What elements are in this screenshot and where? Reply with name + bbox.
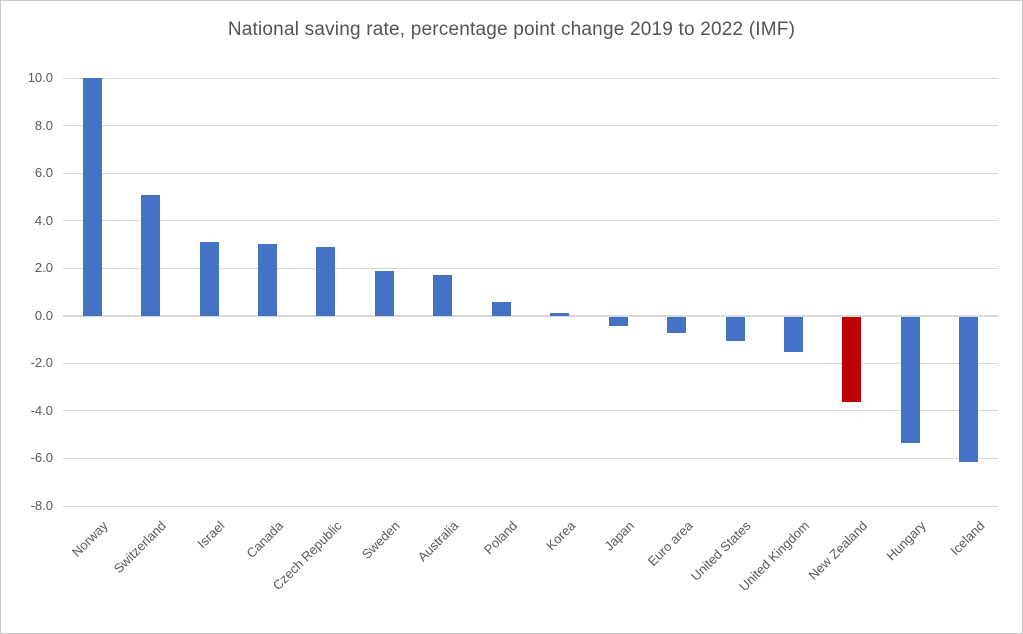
x-axis-category-label: Korea xyxy=(543,518,579,554)
y-axis-tick-label: 10.0 xyxy=(27,70,53,85)
bar-australia xyxy=(433,275,453,316)
bar-poland xyxy=(491,301,511,316)
y-axis-tick-label: 0.0 xyxy=(34,307,53,323)
x-axis-category-label: Canada xyxy=(243,518,287,561)
gridline xyxy=(63,125,998,127)
bar-canada xyxy=(258,244,278,316)
x-axis-category-label: Japan xyxy=(601,518,637,554)
gridline xyxy=(63,77,998,79)
y-axis-tick-label: -4.0 xyxy=(30,402,53,418)
bar-hungary xyxy=(900,316,920,443)
gridline xyxy=(63,267,998,269)
gridline xyxy=(63,362,998,364)
gridline xyxy=(63,410,998,412)
x-axis-category-label: Australia xyxy=(415,518,462,565)
bar-norway xyxy=(82,78,102,316)
gridline xyxy=(63,505,998,507)
bar-euro-area xyxy=(667,316,687,334)
x-axis-category-label: Hungary xyxy=(883,518,929,564)
bar-united-kingdom xyxy=(783,316,803,353)
gridline xyxy=(63,220,998,222)
bar-switzerland xyxy=(141,194,161,316)
bar-japan xyxy=(608,316,628,327)
x-axis-category-label: Norway xyxy=(69,518,111,560)
bar-iceland xyxy=(959,316,979,462)
y-axis-tick-label: -2.0 xyxy=(30,355,53,371)
x-axis-category-label: Poland xyxy=(480,518,520,558)
gridline xyxy=(63,172,998,174)
bar-korea xyxy=(550,313,570,316)
bar-new-zealand xyxy=(842,316,862,403)
chart-title: National saving rate, percentage point c… xyxy=(227,19,796,40)
bar-united-states xyxy=(725,316,745,341)
gridline xyxy=(63,457,998,459)
y-axis-tick-label: -8.0 xyxy=(30,498,53,513)
bar-sweden xyxy=(374,270,394,316)
y-axis-tick-label: 8.0 xyxy=(34,117,53,133)
x-axis-category-label: New Zealand xyxy=(805,518,871,583)
x-axis-line xyxy=(63,314,998,317)
y-axis-tick-label: -6.0 xyxy=(30,450,53,466)
bar-czech-republic xyxy=(316,246,336,316)
bar-israel xyxy=(199,242,219,316)
y-axis-tick-label: 6.0 xyxy=(34,165,53,181)
y-axis-tick-label: 2.0 xyxy=(34,260,53,276)
x-axis-category-label: Sweden xyxy=(359,518,404,562)
x-axis-category-label: Switzerland xyxy=(111,518,170,577)
x-axis-category-label: Iceland xyxy=(947,518,988,559)
y-axis-tick-label: 4.0 xyxy=(34,212,53,228)
x-axis-category-label: Euro area xyxy=(644,518,696,569)
x-axis-category-label: Israel xyxy=(194,518,228,552)
